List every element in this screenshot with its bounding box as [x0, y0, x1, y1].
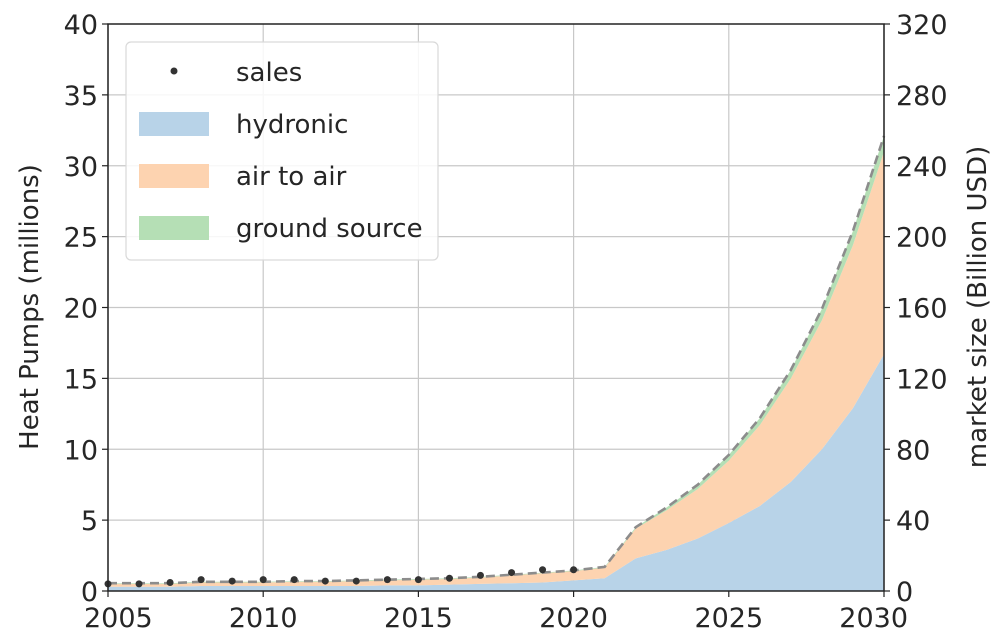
sales-points [104, 566, 578, 588]
y-tick-label: 15 [64, 364, 98, 395]
y-tick-label: 5 [81, 506, 98, 537]
y2-tick-label: 200 [896, 223, 948, 254]
sales-point [508, 569, 516, 577]
y2-tick-label: 120 [896, 364, 948, 395]
sales-point [290, 576, 298, 584]
sales-point [352, 577, 360, 585]
legend-air-to-air-label: air to air [236, 162, 347, 192]
y-tick-label: 40 [64, 10, 98, 41]
y-axis-title: Heat Pumps (millions) [15, 164, 45, 450]
legend: sales hydronic air to air ground source [125, 41, 439, 261]
market-size-dashed-line [108, 135, 886, 585]
y2-tick-label: 0 [896, 577, 913, 608]
sales-point [570, 566, 578, 574]
y-tick-label: 20 [64, 294, 98, 325]
x-tick-label: 2010 [229, 603, 298, 634]
y2-tick-label: 40 [896, 506, 930, 537]
market-size-line [108, 135, 886, 585]
x-tick-label: 2020 [539, 603, 608, 634]
sales-point [166, 579, 174, 586]
y-tick-label: 25 [64, 223, 98, 254]
sales-point [197, 576, 205, 584]
sales-point [135, 580, 143, 588]
legend-hydronic-label: hydronic [236, 110, 348, 140]
legend-ground-source-swatch [139, 216, 209, 240]
x-tick-label: 2005 [84, 603, 153, 634]
y-tick-label: 10 [64, 435, 98, 466]
y2-tick-label: 80 [896, 435, 930, 466]
y2-tick-label: 280 [896, 81, 948, 112]
legend-hydronic-swatch [139, 112, 209, 136]
sales-point [321, 577, 329, 585]
x-tick-label: 2015 [384, 603, 453, 634]
y-tick-label: 35 [64, 81, 98, 112]
sales-point [228, 577, 236, 585]
tick-labels: 2005 2010 2015 2020 2025 20300510152025303540… [64, 10, 948, 634]
legend-sales-marker [170, 67, 178, 75]
y-tick-label: 30 [64, 152, 98, 183]
axis-ticks [102, 23, 890, 597]
sales-point [383, 576, 391, 584]
legend-box [125, 41, 439, 261]
y2-tick-label: 160 [896, 294, 948, 325]
sales-point [445, 574, 453, 582]
x-tick-label: 2030 [839, 603, 908, 634]
sales-point [539, 566, 547, 574]
y-tick-label: 0 [81, 577, 98, 608]
y2-tick-label: 320 [896, 10, 948, 41]
stacked-areas [108, 135, 884, 591]
x-tick-label: 2025 [694, 603, 763, 634]
sales-point [414, 576, 422, 584]
legend-air-to-air-swatch [139, 164, 209, 188]
sales-point [476, 571, 484, 579]
y2-tick-label: 240 [896, 152, 948, 183]
legend-ground-source-label: ground source [236, 214, 423, 244]
area-hydronic [108, 354, 884, 591]
legend-sales-label: sales [236, 58, 302, 88]
sales-point [259, 576, 267, 584]
y2-axis-title: market size (Billion USD) [963, 146, 993, 468]
